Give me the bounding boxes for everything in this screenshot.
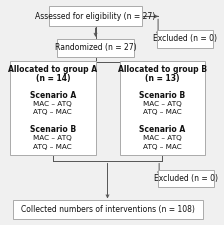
Text: Scenario B: Scenario B <box>139 91 185 100</box>
Text: (n = 13): (n = 13) <box>145 74 179 83</box>
FancyBboxPatch shape <box>158 169 214 187</box>
Text: ATQ – MAC: ATQ – MAC <box>143 144 182 150</box>
Text: MAC – ATQ: MAC – ATQ <box>33 101 72 107</box>
Text: ATQ – MAC: ATQ – MAC <box>33 144 72 150</box>
FancyBboxPatch shape <box>120 61 205 155</box>
Text: Allocated to group B: Allocated to group B <box>118 65 207 74</box>
Text: Allocated to group A: Allocated to group A <box>8 65 97 74</box>
FancyBboxPatch shape <box>13 200 203 219</box>
Text: MAC – ATQ: MAC – ATQ <box>143 135 182 141</box>
Text: Collected numbers of interventions (n = 108): Collected numbers of interventions (n = … <box>21 205 195 214</box>
Text: Assessed for eligibility (n = 27): Assessed for eligibility (n = 27) <box>35 12 156 21</box>
Text: ATQ – MAC: ATQ – MAC <box>33 109 72 115</box>
Text: ATQ – MAC: ATQ – MAC <box>143 109 182 115</box>
FancyBboxPatch shape <box>49 6 142 26</box>
Text: (n = 14): (n = 14) <box>36 74 70 83</box>
FancyBboxPatch shape <box>10 61 95 155</box>
FancyBboxPatch shape <box>157 30 213 48</box>
Text: Scenario A: Scenario A <box>139 125 185 134</box>
Text: MAC – ATQ: MAC – ATQ <box>33 135 72 141</box>
FancyBboxPatch shape <box>57 39 134 57</box>
Text: Scenario B: Scenario B <box>30 125 76 134</box>
Text: Excluded (n = 0): Excluded (n = 0) <box>154 174 218 183</box>
Text: Excluded (n = 0): Excluded (n = 0) <box>153 34 217 43</box>
Text: Randomized (n = 27): Randomized (n = 27) <box>55 43 136 52</box>
Text: Scenario A: Scenario A <box>30 91 76 100</box>
Text: MAC – ATQ: MAC – ATQ <box>143 101 182 107</box>
